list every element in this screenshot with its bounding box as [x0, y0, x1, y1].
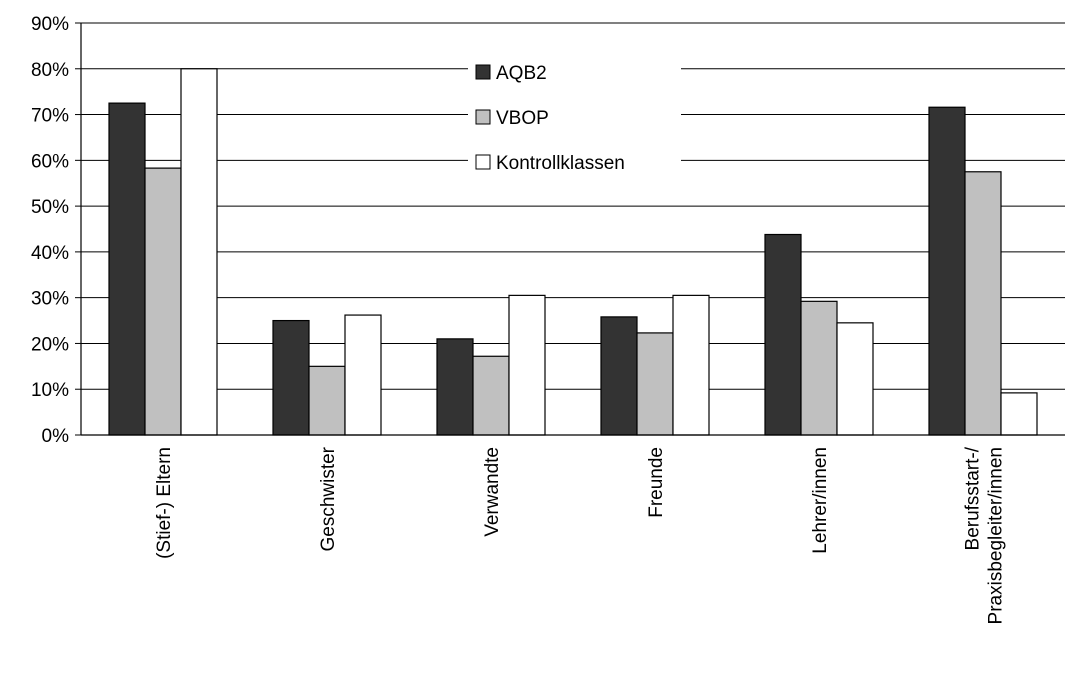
bar-kontrollklassen: [836, 322, 874, 436]
y-tick-label: 80%: [31, 60, 69, 81]
bar-kontrollklassen: [344, 314, 382, 436]
bar-aqb2: [108, 102, 146, 436]
category-label: Freunde: [646, 447, 667, 518]
category-label: Verwandte: [482, 447, 503, 537]
bar-kontrollklassen: [672, 294, 710, 436]
bars: [108, 68, 1038, 436]
y-tick-label: 90%: [31, 14, 69, 35]
bar-kontrollklassen: [180, 68, 218, 436]
legend: AQB2 VBOP Kontrollklassen: [468, 52, 681, 184]
category-label: (Stief-) Eltern: [154, 447, 175, 559]
bar-vbop: [472, 355, 510, 436]
legend-label: Kontrollklassen: [496, 153, 625, 174]
bar-vbop: [964, 171, 1002, 436]
bar-kontrollklassen: [508, 294, 546, 436]
y-tick-label: 30%: [31, 289, 69, 310]
y-tick-label: 20%: [31, 334, 69, 355]
legend-swatch: [475, 154, 491, 170]
bar-vbop: [144, 167, 182, 436]
bar-vbop: [800, 300, 838, 436]
y-tick-label: 10%: [31, 380, 69, 401]
bar-aqb2: [436, 338, 474, 436]
legend-background: [468, 52, 681, 184]
y-tick-label: 50%: [31, 197, 69, 218]
y-tick-label: 70%: [31, 106, 69, 127]
category-label: Lehrer/innen: [810, 447, 831, 554]
category-label: Berufsstart-/Praxisbegleiter/innen: [963, 446, 1007, 624]
legend-label: VBOP: [496, 108, 549, 129]
bar-aqb2: [928, 106, 966, 436]
category-labels: (Stief-) Eltern Geschwister Verwandte Freun…: [154, 446, 1007, 624]
bar-vbop: [308, 365, 346, 436]
y-axis-tick-labels: 0% 10% 20% 30% 40% 50% 60% 70% 80% 90%: [31, 14, 69, 447]
bar-vbop: [636, 332, 674, 436]
bar-aqb2: [600, 316, 638, 436]
legend-swatch: [475, 109, 491, 125]
y-tick-label: 60%: [31, 151, 69, 172]
category-label: Geschwister: [318, 446, 339, 551]
bar-aqb2: [764, 233, 802, 436]
legend-label: AQB2: [496, 63, 547, 84]
legend-swatch: [475, 64, 491, 80]
y-tick-label: 40%: [31, 243, 69, 264]
bar-kontrollklassen: [1000, 392, 1038, 436]
bar-aqb2: [272, 319, 310, 436]
y-tick-label: 0%: [42, 426, 70, 447]
axes: [75, 22, 1065, 436]
